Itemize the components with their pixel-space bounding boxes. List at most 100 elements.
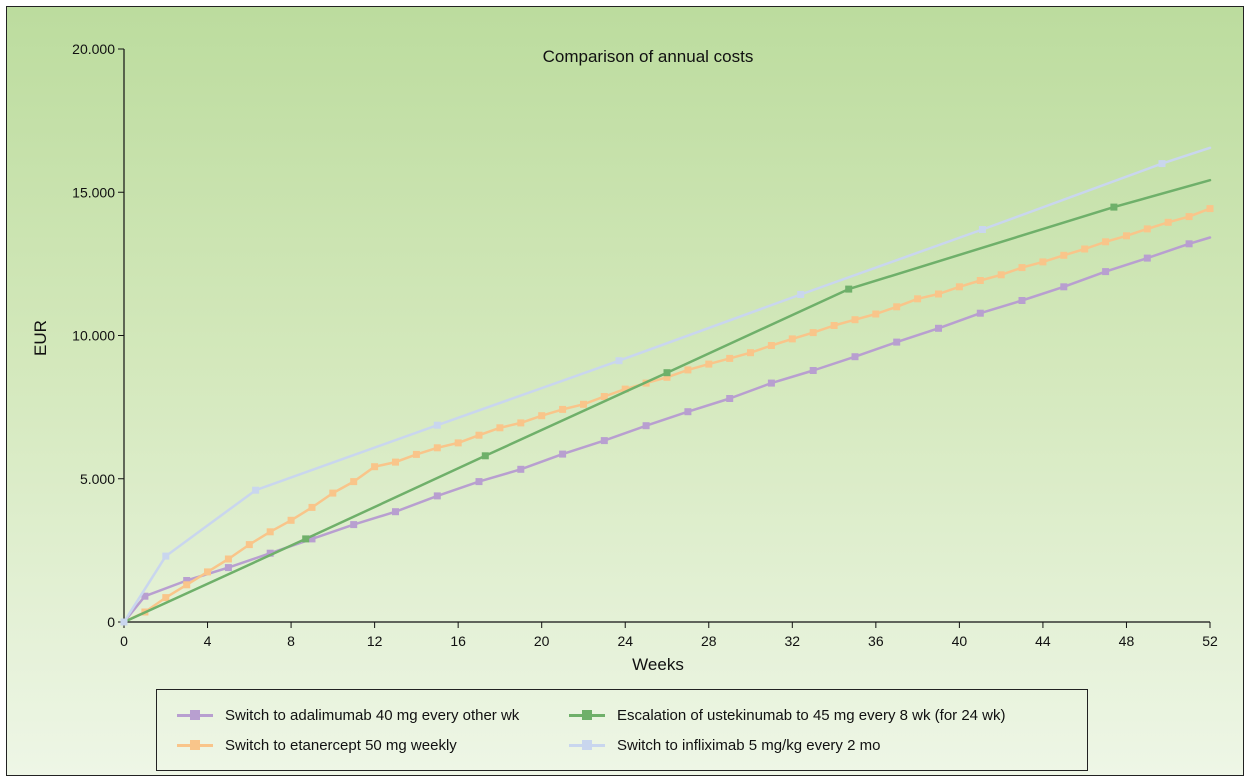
x-tick-label: 20 xyxy=(534,633,550,649)
x-tick-label: 32 xyxy=(785,633,801,649)
data-point xyxy=(538,412,546,420)
data-point xyxy=(433,421,441,429)
data-point xyxy=(976,277,984,284)
x-tick-label: 48 xyxy=(1119,633,1135,649)
data-point xyxy=(454,439,462,447)
y-axis-title: EUR xyxy=(31,320,50,356)
data-point xyxy=(287,516,295,524)
legend-swatch-ustekinumab xyxy=(569,710,605,720)
data-point xyxy=(183,581,191,589)
series-layer xyxy=(120,146,1214,626)
data-point xyxy=(433,444,441,452)
data-point xyxy=(851,353,859,361)
data-point xyxy=(1206,205,1214,213)
data-point xyxy=(1081,245,1089,253)
data-point xyxy=(371,463,379,471)
legend-label-ustekinumab: Escalation of ustekinumab to 45 mg every… xyxy=(617,706,1006,724)
data-point xyxy=(224,555,232,563)
data-point xyxy=(1039,258,1047,266)
data-point xyxy=(1164,218,1172,226)
x-tick-label: 4 xyxy=(204,633,212,649)
data-point xyxy=(845,285,853,293)
legend-label-infliximab: Switch to infliximab 5 mg/kg every 2 mo xyxy=(617,736,881,754)
legend-swatch-adalimumab xyxy=(177,710,213,720)
data-point xyxy=(621,385,629,393)
legend: Switch to adalimumab 40 mg every other w… xyxy=(156,689,1088,771)
data-point xyxy=(1110,203,1118,211)
chart-title: Comparison of annual costs xyxy=(543,47,754,66)
series-0 xyxy=(120,236,1212,626)
data-point xyxy=(893,303,901,311)
data-point xyxy=(392,458,399,466)
data-point xyxy=(893,338,901,346)
data-point xyxy=(350,521,358,529)
series-line xyxy=(122,146,1212,624)
data-point xyxy=(350,478,358,486)
data-point xyxy=(1123,232,1130,240)
data-point xyxy=(433,492,441,500)
data-point xyxy=(705,360,713,368)
legend-item-ustekinumab: Escalation of ustekinumab to 45 mg every… xyxy=(569,705,1006,725)
data-point xyxy=(684,408,692,416)
data-point xyxy=(955,283,963,291)
data-point xyxy=(266,528,274,536)
data-point xyxy=(663,373,671,381)
data-point xyxy=(978,226,986,233)
data-point xyxy=(788,335,796,343)
data-point xyxy=(266,549,274,557)
data-point xyxy=(517,419,525,427)
y-tick-label: 15.000 xyxy=(72,184,115,200)
data-point xyxy=(204,568,211,576)
data-point xyxy=(1158,160,1166,168)
data-point xyxy=(976,309,984,317)
data-point xyxy=(767,379,775,387)
data-point xyxy=(1143,225,1151,233)
data-point xyxy=(1102,238,1110,246)
x-tick-label: 28 xyxy=(701,633,717,649)
data-point xyxy=(224,564,232,572)
legend-item-infliximab: Switch to infliximab 5 mg/kg every 2 mo xyxy=(569,735,880,755)
data-point xyxy=(726,395,734,402)
y-tick-label: 20.000 xyxy=(72,41,115,57)
data-point xyxy=(1060,283,1068,291)
x-tick-label: 52 xyxy=(1202,633,1218,649)
x-tick-label: 12 xyxy=(367,633,383,649)
data-point xyxy=(642,422,650,430)
data-point xyxy=(935,290,942,298)
data-point xyxy=(580,400,587,408)
data-point xyxy=(1102,268,1110,276)
x-tick-label: 44 xyxy=(1035,633,1051,649)
data-point xyxy=(1018,297,1026,304)
data-point xyxy=(183,577,191,584)
data-point xyxy=(1185,213,1193,221)
x-tick-label: 40 xyxy=(952,633,968,649)
legend-item-etanercept: Switch to etanercept 50 mg weekly xyxy=(177,735,457,755)
data-point xyxy=(615,357,623,365)
x-tick-label: 8 xyxy=(287,633,295,649)
data-point xyxy=(600,393,608,400)
legend-label-adalimumab: Switch to adalimumab 40 mg every other w… xyxy=(225,706,520,724)
data-point xyxy=(872,310,880,318)
data-point xyxy=(1018,264,1026,272)
data-point xyxy=(481,452,489,460)
y-tick-label: 0 xyxy=(107,614,115,630)
data-point xyxy=(809,367,817,374)
data-point xyxy=(851,316,859,324)
series-3 xyxy=(120,146,1212,626)
x-tick-label: 36 xyxy=(868,633,884,649)
data-point xyxy=(600,437,608,445)
data-point xyxy=(663,369,671,377)
series-line xyxy=(122,236,1212,624)
y-tick-label: 5.000 xyxy=(80,471,115,487)
legend-swatch-infliximab xyxy=(569,740,605,750)
data-point xyxy=(162,594,170,602)
data-point xyxy=(914,295,922,303)
data-point xyxy=(997,271,1005,279)
series-line xyxy=(122,178,1212,624)
x-tick-label: 0 xyxy=(120,633,128,649)
data-point xyxy=(1143,254,1151,262)
x-tick-label: 24 xyxy=(617,633,633,649)
y-tick-label: 10.000 xyxy=(72,328,115,344)
data-point xyxy=(496,424,504,432)
